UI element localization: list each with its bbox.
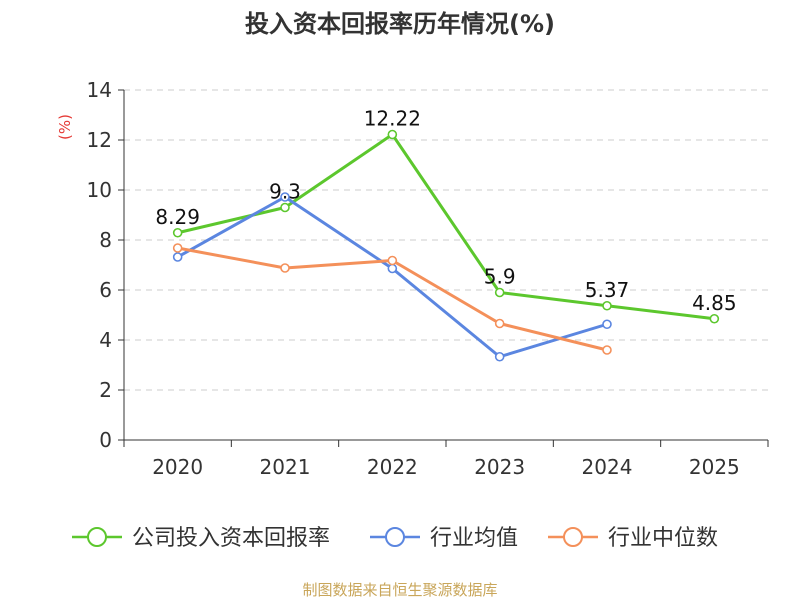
data-label: 5.9 <box>484 265 516 289</box>
data-point <box>387 255 398 266</box>
y-tick-label: 8 <box>99 228 112 252</box>
data-point <box>494 318 505 329</box>
legend-marker <box>87 527 107 547</box>
data-point <box>172 227 183 238</box>
data-point <box>172 252 183 262</box>
data-point <box>280 202 290 213</box>
data-labels: 8.29 9.3 12.22 5.9 5.37 4.85 <box>155 107 736 315</box>
axes: 0 2 4 6 8 10 12 14 2020 2021 2022 2023 2024 2025 <box>87 78 769 479</box>
series-lines <box>172 129 720 362</box>
legend: 公司投入资本回报率 行业均值 行业中位数 <box>72 526 718 551</box>
data-point <box>280 192 290 202</box>
legend-marker <box>563 527 583 547</box>
x-tick-label: 2023 <box>474 455 525 479</box>
data-point <box>494 287 505 298</box>
data-point <box>709 313 720 324</box>
data-label: 5.37 <box>585 278 630 302</box>
y-tick-label: 6 <box>99 278 112 302</box>
data-point <box>172 243 183 253</box>
data-point <box>280 263 290 273</box>
data-label: 8.29 <box>155 205 200 229</box>
data-label: 12.22 <box>364 107 421 131</box>
data-point <box>602 319 612 330</box>
y-tick-label: 14 <box>87 78 112 102</box>
data-label: 9.3 <box>269 180 301 204</box>
y-tick-label: 10 <box>87 178 112 202</box>
source-note: 制图数据来自恒生聚源数据库 <box>302 581 497 599</box>
y-tick-label: 2 <box>99 378 112 402</box>
data-point <box>494 351 505 362</box>
data-point <box>387 129 398 140</box>
x-tick-label: 2022 <box>367 455 418 479</box>
legend-label: 行业中位数 <box>608 526 718 551</box>
y-tick-label: 4 <box>99 328 112 352</box>
y-axis-label: (%) <box>56 114 74 140</box>
x-tick-label: 2021 <box>260 455 311 479</box>
y-tick-label: 0 <box>99 428 112 452</box>
chart-title: 投入资本回报率历年情况(%) <box>245 10 555 38</box>
data-point <box>387 263 398 274</box>
legend-label: 公司投入资本回报率 <box>132 526 330 551</box>
data-point <box>602 345 612 355</box>
data-label: 4.85 <box>692 291 737 315</box>
series-line-0 <box>176 133 716 321</box>
legend-label: 行业均值 <box>430 526 518 551</box>
grid-lines <box>124 89 768 391</box>
x-tick-label: 2020 <box>152 455 203 479</box>
x-tick-label: 2025 <box>689 455 740 479</box>
x-tick-label: 2024 <box>582 455 633 479</box>
data-point <box>602 300 612 311</box>
legend-marker <box>385 527 405 547</box>
y-tick-label: 12 <box>87 128 112 152</box>
